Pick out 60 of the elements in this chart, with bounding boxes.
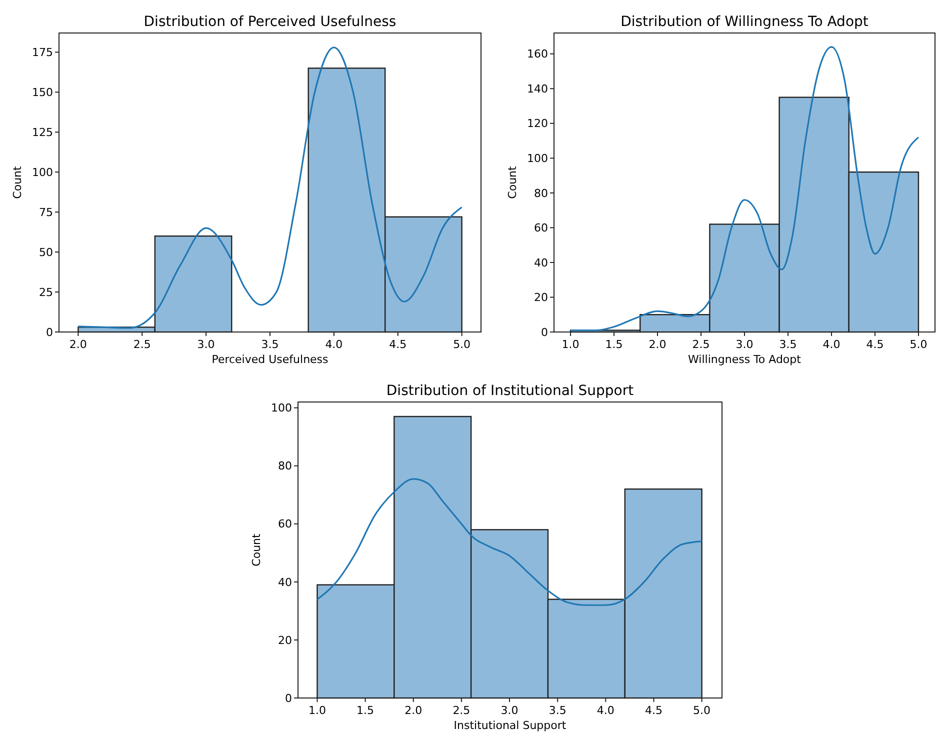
x-tick-label: 5.0 [693,704,711,717]
y-tick-label: 100 [32,166,53,179]
x-tick-label: 1.0 [562,338,580,351]
y-tick-label: 50 [39,246,53,259]
x-axis-title: Perceived Usefulness [212,353,329,366]
x-tick-label: 3.5 [261,338,279,351]
x-tick-label: 2.5 [452,704,470,717]
y-tick-label: 40 [278,576,292,589]
y-axis-title: Count [11,165,24,199]
x-tick-label: 2.0 [69,338,87,351]
line-series [77,46,463,329]
y-tick-label: 125 [32,126,53,139]
y-tick-label: 60 [278,518,292,531]
x-axis-title: Institutional Support [454,719,567,732]
y-tick-label: 120 [527,117,548,130]
y-tick-label: 0 [285,692,292,705]
x-tick-label: 1.5 [605,338,623,351]
line-series [570,46,920,332]
y-axis-title: Count [506,165,519,199]
y-tick-label: 25 [39,286,53,299]
x-tick-label: 2.0 [404,704,422,717]
x-tick-label: 3.5 [779,338,797,351]
x-tick-label: 3.0 [500,704,518,717]
y-tick-label: 175 [32,46,53,60]
y-tick-label: 160 [527,48,548,61]
chart-title: Distribution of Willingness To Adopt [620,14,869,30]
x-tick-label: 4.5 [389,338,407,351]
x-tick-label: 1.0 [308,704,326,717]
x-tick-label: 3.5 [548,704,566,717]
x-axis-title: Willingness To Adopt [688,353,802,366]
y-tick-label: 60 [534,222,548,235]
y-tick-label: 75 [39,206,53,219]
x-tick-label: 1.5 [356,704,374,717]
y-tick-label: 150 [32,86,53,100]
x-tick-label: 5.0 [453,338,471,351]
y-tick-label: 100 [271,402,292,415]
y-tick-label: 100 [527,152,548,166]
y-tick-label: 80 [278,460,292,473]
y-tick-label: 0 [541,326,548,339]
y-tick-label: 0 [46,326,53,339]
y-tick-label: 80 [534,186,548,200]
chart-title: Distribution of Perceived Usefulness [144,14,396,30]
y-tick-label: 140 [527,82,548,96]
y-tick-label: 40 [534,256,548,270]
y-tick-label: 20 [278,634,292,647]
x-tick-label: 3.0 [736,338,754,351]
line-series [316,478,703,606]
x-tick-label: 3.0 [197,338,215,351]
x-tick-label: 2.5 [692,338,710,351]
x-tick-label: 4.5 [644,704,662,717]
x-tick-label: 4.0 [325,338,343,351]
x-tick-label: 4.0 [822,338,840,351]
x-tick-label: 4.0 [596,704,614,717]
x-tick-label: 2.0 [648,338,666,351]
chart-title: Distribution of Institutional Support [386,383,634,399]
y-axis-title: Count [250,532,263,566]
x-tick-label: 5.0 [910,338,928,351]
y-tick-label: 20 [534,291,548,304]
x-tick-label: 4.5 [866,338,884,351]
x-tick-label: 2.5 [133,338,151,351]
